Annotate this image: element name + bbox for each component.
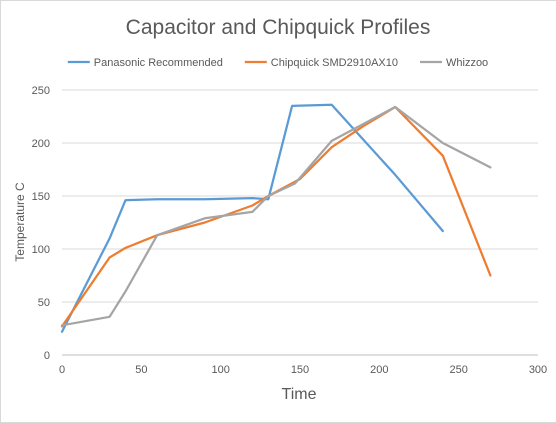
- legend-label: Panasonic Recommended: [94, 57, 223, 69]
- y-tick-label: 0: [44, 350, 50, 362]
- y-axis-ticks: 0 50 100 150 200 250: [32, 85, 50, 362]
- x-axis-ticks: 0 50 100 150 200 250 300: [59, 364, 547, 376]
- series-line-3: [60, 105, 492, 327]
- legend-label: Chipquick SMD2910AX10: [271, 57, 398, 69]
- series-line-2: [60, 105, 492, 328]
- x-tick-label: 100: [211, 364, 229, 376]
- legend-label: Whizzoo: [446, 57, 488, 69]
- chart-title: Capacitor and Chipquick Profiles: [126, 16, 431, 39]
- x-tick-label: 200: [370, 364, 388, 376]
- y-tick-label: 50: [38, 297, 50, 309]
- y-tick-label: 250: [32, 85, 50, 97]
- y-tick-label: 150: [32, 191, 50, 203]
- x-tick-label: 250: [449, 364, 467, 376]
- x-axis-label: Time: [282, 386, 317, 403]
- y-tick-label: 200: [32, 138, 50, 150]
- x-tick-label: 50: [135, 364, 147, 376]
- legend-item: Whizzoo: [420, 57, 488, 69]
- y-axis-label: Temperature C: [13, 182, 27, 262]
- x-tick-label: 300: [529, 364, 547, 376]
- x-tick-label: 0: [59, 364, 65, 376]
- legend-item: Chipquick SMD2910AX10: [244, 57, 398, 69]
- series-layer: [60, 103, 492, 333]
- gridlines: [62, 89, 538, 303]
- legend-item: Panasonic Recommended: [67, 57, 223, 69]
- x-tick-label: 150: [291, 364, 309, 376]
- chart-legend: Panasonic Recommended Chipquick SMD2910AX…: [67, 57, 488, 69]
- series-line-1: [60, 103, 444, 333]
- y-tick-label: 100: [32, 244, 50, 256]
